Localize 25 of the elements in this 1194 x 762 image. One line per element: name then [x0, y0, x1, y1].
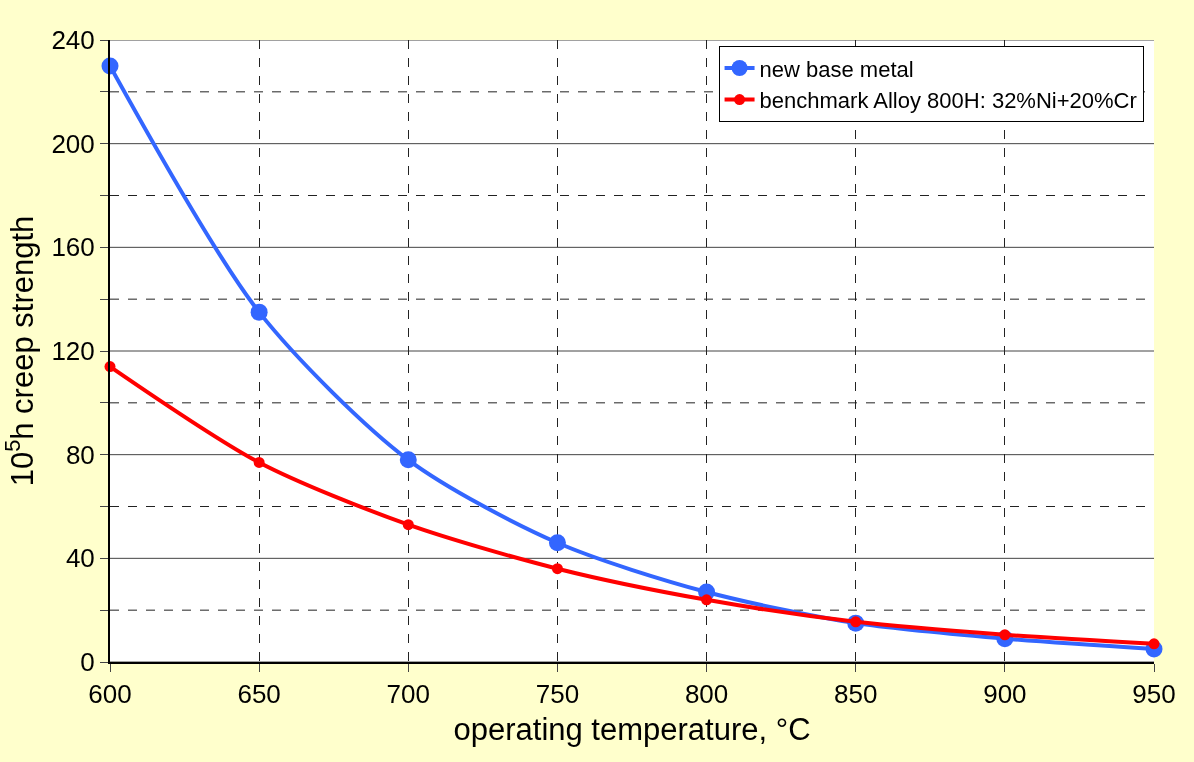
y-tick-label: 240 [51, 25, 95, 56]
x-tick-label: 750 [535, 679, 580, 710]
x-axis-title: operating temperature, °C [453, 711, 811, 747]
point [701, 594, 713, 606]
point [402, 519, 414, 531]
y-tick-label: 200 [51, 128, 95, 159]
x-tick-label: 950 [1132, 679, 1176, 710]
point [399, 451, 417, 469]
x-tick-label: 850 [834, 679, 878, 710]
x-tick-label: 600 [88, 679, 132, 710]
point [551, 563, 563, 575]
point [250, 303, 268, 321]
point [253, 456, 265, 468]
y-tick-label: 120 [51, 336, 95, 367]
legend-label: new base metal [759, 56, 914, 82]
point [548, 534, 566, 552]
y-tick-label: 40 [65, 543, 95, 574]
x-tick-label: 650 [237, 679, 281, 710]
y-tick-label: 160 [51, 232, 95, 263]
y-tick-label: 0 [80, 647, 95, 678]
x-tick-label: 800 [684, 679, 729, 710]
x-tick-label: 700 [386, 679, 430, 710]
legend-label: benchmark Alloy 800H: 32%Ni+20%Cr [759, 88, 1137, 114]
y-tick-label: 80 [65, 439, 95, 470]
x-tick-label: 900 [983, 679, 1027, 710]
